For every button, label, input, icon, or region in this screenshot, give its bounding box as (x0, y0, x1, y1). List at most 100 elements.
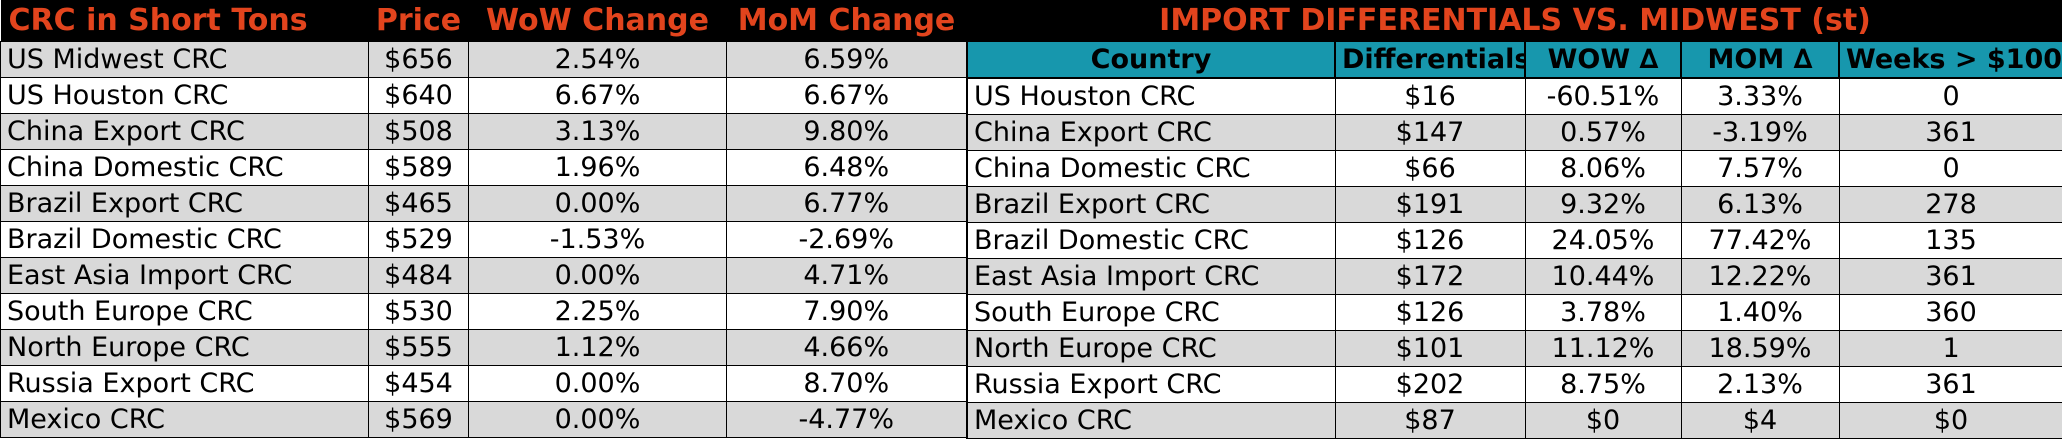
import-differentials-title-row: IMPORT DIFFERENTIALS VS. MIDWEST (st) (967, 0, 2062, 41)
table-row: Brazil Export CRC $465 0.00% 6.77% (0, 184, 968, 222)
country-cell: South Europe CRC (966, 293, 1336, 331)
country-cell: US Houston CRC (966, 77, 1336, 115)
wow-change-cell: 0.00% (468, 256, 727, 294)
table-row: US Houston CRC $640 6.67% 6.67% (0, 76, 968, 114)
table-row: North Europe CRC $101 11.12% 18.59% 1 (966, 329, 2062, 367)
country-cell: North Europe CRC (966, 329, 1336, 367)
mom-delta-cell: 12.22% (1680, 257, 1840, 295)
product-cell: US Houston CRC (0, 76, 369, 114)
table-row: Brazil Export CRC $191 9.32% 6.13% 278 (966, 185, 2062, 223)
differential-cell: $147 (1334, 113, 1526, 151)
weeks-over-100-cell: 0 (1838, 149, 2062, 187)
product-cell: Russia Export CRC (0, 364, 369, 402)
weeks-over-100-cell: $0 (1838, 401, 2062, 439)
mom-change-cell: -2.69% (726, 220, 968, 258)
crc-price-header-row: CRC in Short Tons Price WoW Change MoM C… (0, 0, 967, 41)
import-differentials-table: IMPORT DIFFERENTIALS VS. MIDWEST (st) Co… (966, 0, 2062, 439)
table-row: East Asia Import CRC $484 0.00% 4.71% (0, 256, 968, 294)
table-row: China Domestic CRC $589 1.96% 6.48% (0, 148, 968, 186)
wow-change-cell: 0.00% (468, 400, 727, 438)
mom-change-cell: 6.48% (726, 148, 968, 186)
wow-change-cell: 1.96% (468, 148, 727, 186)
wow-change-cell: 1.12% (468, 328, 727, 366)
country-cell: China Domestic CRC (966, 149, 1336, 187)
mom-change-cell: -4.77% (726, 400, 968, 438)
wow-change-header: WoW Change (468, 0, 727, 41)
wow-delta-cell: $0 (1524, 401, 1682, 439)
product-cell: China Domestic CRC (0, 148, 369, 186)
wow-change-cell: 3.13% (468, 112, 727, 150)
wow-delta-header: WOW ∆ (1524, 40, 1682, 79)
price-cell: $640 (368, 76, 469, 114)
wow-delta-cell: 8.75% (1524, 365, 1682, 403)
price-cell: $465 (368, 184, 469, 222)
mom-change-cell: 6.59% (726, 40, 968, 78)
mom-change-cell: 7.90% (726, 292, 968, 330)
product-cell: Brazil Domestic CRC (0, 220, 369, 258)
differential-cell: $126 (1334, 293, 1526, 331)
price-cell: $530 (368, 292, 469, 330)
mom-delta-cell: $4 (1680, 401, 1840, 439)
mom-delta-cell: 7.57% (1680, 149, 1840, 187)
weeks-over-100-cell: 361 (1838, 257, 2062, 295)
table-row: China Domestic CRC $66 8.06% 7.57% 0 (966, 149, 2062, 187)
product-cell: South Europe CRC (0, 292, 369, 330)
table-row: Brazil Domestic CRC $529 -1.53% -2.69% (0, 220, 968, 258)
product-cell: Brazil Export CRC (0, 184, 369, 222)
import-differentials-title: IMPORT DIFFERENTIALS VS. MIDWEST (st) (967, 0, 2062, 41)
table-row: US Midwest CRC $656 2.54% 6.59% (0, 40, 968, 78)
country-cell: China Export CRC (966, 113, 1336, 151)
table-row: East Asia Import CRC $172 10.44% 12.22% 361 (966, 257, 2062, 295)
table-row: South Europe CRC $530 2.25% 7.90% (0, 292, 968, 330)
mom-delta-cell: -3.19% (1680, 113, 1840, 151)
table-row: Mexico CRC $87 $0 $4 $0 (966, 401, 2062, 439)
wow-delta-cell: 8.06% (1524, 149, 1682, 187)
wow-delta-cell: -60.51% (1524, 77, 1682, 115)
price-cell: $484 (368, 256, 469, 294)
price-cell: $454 (368, 364, 469, 402)
country-header: Country (966, 40, 1336, 79)
mom-delta-header: MOM ∆ (1680, 40, 1840, 79)
mom-change-cell: 8.70% (726, 364, 968, 402)
mom-delta-cell: 2.13% (1680, 365, 1840, 403)
table-row: China Export CRC $508 3.13% 9.80% (0, 112, 968, 150)
mom-change-cell: 6.77% (726, 184, 968, 222)
price-cell: $555 (368, 328, 469, 366)
wow-delta-cell: 0.57% (1524, 113, 1682, 151)
mom-change-cell: 6.67% (726, 76, 968, 114)
weeks-over-100-header: Weeks > $100 (1837, 40, 2062, 79)
wow-change-cell: -1.53% (468, 220, 727, 258)
wow-change-cell: 0.00% (468, 364, 727, 402)
weeks-over-100-cell: 278 (1838, 185, 2062, 223)
product-cell: China Export CRC (0, 112, 369, 150)
wow-delta-cell: 9.32% (1524, 185, 1682, 223)
table-row: China Export CRC $147 0.57% -3.19% 361 (966, 113, 2062, 151)
price-header: Price (368, 0, 469, 41)
differential-cell: $126 (1334, 221, 1526, 259)
table-row: North Europe CRC $555 1.12% 4.66% (0, 328, 968, 366)
mom-change-header: MoM Change (726, 0, 967, 41)
country-cell: Brazil Domestic CRC (966, 221, 1336, 259)
mom-delta-cell: 3.33% (1680, 77, 1840, 115)
mom-change-cell: 9.80% (726, 112, 968, 150)
country-cell: Russia Export CRC (966, 365, 1336, 403)
mom-change-cell: 4.71% (726, 256, 968, 294)
wow-delta-cell: 3.78% (1524, 293, 1682, 331)
differential-cell: $87 (1334, 401, 1526, 439)
mom-delta-cell: 18.59% (1680, 329, 1840, 367)
differential-cell: $191 (1334, 185, 1526, 223)
table-row: South Europe CRC $126 3.78% 1.40% 360 (966, 293, 2062, 331)
price-cell: $569 (368, 400, 469, 438)
price-cell: $589 (368, 148, 469, 186)
wow-delta-cell: 11.12% (1524, 329, 1682, 367)
wow-change-cell: 0.00% (468, 184, 727, 222)
wow-delta-cell: 10.44% (1524, 257, 1682, 295)
mom-change-cell: 4.66% (726, 328, 968, 366)
differential-cell: $101 (1334, 329, 1526, 367)
country-cell: East Asia Import CRC (966, 257, 1336, 295)
import-differentials-header-row: Country Differentials WOW ∆ MOM ∆ Weeks … (966, 40, 2062, 79)
table-row: Russia Export CRC $454 0.00% 8.70% (0, 364, 968, 402)
differentials-header: Differentials (1334, 40, 1526, 79)
mom-delta-cell: 6.13% (1680, 185, 1840, 223)
